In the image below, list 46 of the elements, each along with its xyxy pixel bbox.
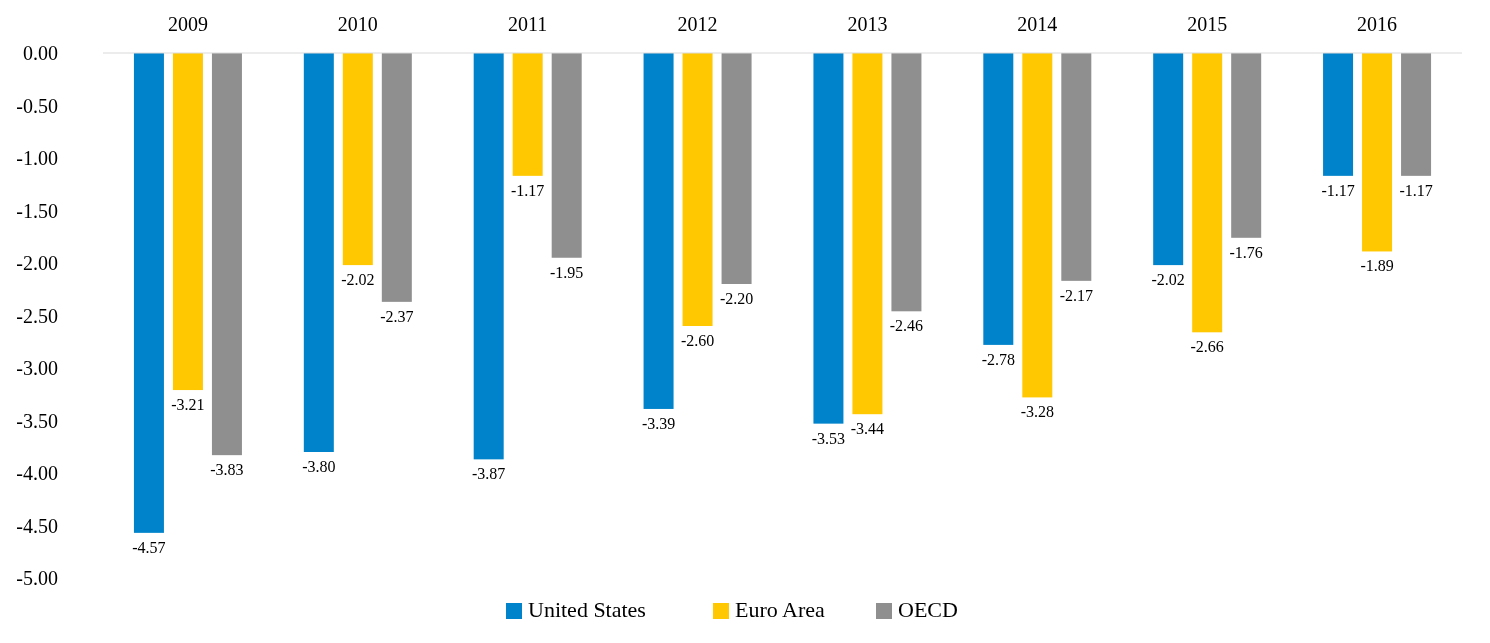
data-label: -3.39 xyxy=(641,414,676,432)
data-label: -2.37 xyxy=(380,307,414,325)
y-tick-label: -2.50 xyxy=(16,304,58,327)
x-tick-label: 2011 xyxy=(508,13,548,35)
legend-label: Euro Area xyxy=(735,597,826,622)
data-label: -2.78 xyxy=(981,350,1015,368)
data-label: -3.87 xyxy=(472,465,506,483)
data-label: -2.02 xyxy=(1151,271,1185,289)
data-label: -3.53 xyxy=(811,429,846,447)
data-label: -2.17 xyxy=(1059,286,1093,304)
y-tick-label: -0.50 xyxy=(16,94,58,117)
y-tick-label: -3.00 xyxy=(16,357,58,379)
x-tick-label: 2010 xyxy=(337,13,378,35)
data-label: -3.21 xyxy=(171,396,205,414)
data-label: -2.20 xyxy=(719,290,754,307)
x-tick-label: 2015 xyxy=(1187,13,1228,35)
data-label: -3.44 xyxy=(850,420,885,438)
data-label: -1.17 xyxy=(1321,181,1355,199)
data-label: -2.60 xyxy=(680,332,715,349)
y-tick-label: -4.00 xyxy=(16,462,58,484)
data-label: -2.02 xyxy=(341,271,375,289)
data-label: -1.17 xyxy=(1399,181,1433,199)
data-label: -2.46 xyxy=(889,317,924,335)
y-tick-label: -3.50 xyxy=(16,409,58,432)
data-label: -1.95 xyxy=(550,263,584,281)
x-tick-label: 2016 xyxy=(1357,13,1398,35)
data-label: -1.76 xyxy=(1229,243,1263,261)
data-label: -3.28 xyxy=(1020,403,1054,421)
data-label: -2.66 xyxy=(1190,338,1224,356)
data-label: -1.89 xyxy=(1360,257,1394,275)
x-tick-label: 2014 xyxy=(1017,13,1058,35)
legend-label: OECD xyxy=(898,597,958,622)
y-tick-label: -5.00 xyxy=(16,567,58,589)
x-tick-label: 2012 xyxy=(677,13,718,35)
data-label: -3.83 xyxy=(210,461,244,479)
data-label: -3.80 xyxy=(302,458,336,475)
y-tick-label: -2.00 xyxy=(16,252,58,274)
data-label: -4.57 xyxy=(132,538,166,556)
y-tick-label: -1.00 xyxy=(16,147,58,169)
x-tick-label: 2009 xyxy=(167,13,208,35)
legend-label: United States xyxy=(528,597,646,622)
x-tick-label: 2013 xyxy=(847,13,888,35)
data-label: -1.17 xyxy=(511,181,545,199)
y-tick-label: -4.50 xyxy=(16,514,58,537)
y-tick-label: -1.50 xyxy=(16,199,58,222)
y-tick-label: 0.00 xyxy=(23,42,58,64)
